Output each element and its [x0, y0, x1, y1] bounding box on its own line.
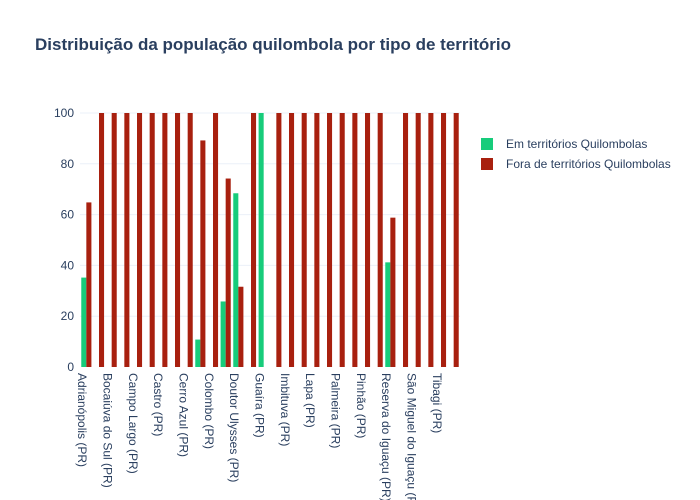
bar[interactable]	[111, 113, 117, 367]
x-tick-label: São Miguel do Iguaçu (PR)	[404, 373, 418, 500]
x-tick-label: Reserva do Iguaçu (PR)	[379, 373, 393, 500]
chart-title: Distribuição da população quilombola por…	[35, 35, 511, 54]
legend-swatch[interactable]	[481, 158, 493, 170]
bar[interactable]	[187, 113, 193, 367]
x-tick-label: Castro (PR)	[151, 373, 165, 436]
legend-label[interactable]: Fora de territórios Quilombolas	[506, 157, 671, 171]
x-tick-label: Pinhão (PR)	[354, 373, 368, 438]
x-tick-label: Palmeira (PR)	[328, 373, 342, 448]
bar[interactable]	[276, 113, 282, 367]
y-tick-label: 40	[61, 258, 75, 272]
bar[interactable]	[149, 113, 155, 367]
y-tick-label: 100	[54, 106, 74, 120]
bar[interactable]	[238, 286, 244, 367]
bar[interactable]	[441, 113, 447, 367]
y-tick-label: 0	[67, 360, 74, 374]
bar[interactable]	[415, 113, 421, 367]
bar[interactable]	[390, 217, 396, 367]
bar[interactable]	[385, 262, 391, 367]
bar[interactable]	[137, 113, 143, 367]
bar[interactable]	[314, 113, 320, 367]
x-tick-label: Campo Largo (PR)	[126, 373, 140, 474]
bar[interactable]	[175, 113, 181, 367]
bar[interactable]	[377, 113, 383, 367]
bar[interactable]	[251, 113, 257, 367]
bar[interactable]	[327, 113, 333, 367]
bar[interactable]	[428, 113, 434, 367]
bar[interactable]	[195, 339, 201, 367]
x-tick-label: Adrianópolis (PR)	[75, 373, 89, 467]
bar[interactable]	[453, 113, 459, 367]
bar[interactable]	[403, 113, 409, 367]
x-tick-label: Cerro Azul (PR)	[176, 373, 190, 457]
legend-swatch[interactable]	[481, 138, 493, 150]
bar[interactable]	[81, 277, 87, 367]
bar[interactable]	[301, 113, 307, 367]
x-tick-labels: Adrianópolis (PR) Bocaiúva do Sul (PR) Cam…	[75, 373, 444, 500]
bar[interactable]	[352, 113, 358, 367]
bar[interactable]	[365, 113, 371, 367]
x-tick-label: Doutor Ulysses (PR)	[227, 373, 241, 482]
x-tick-label: Tibagi (PR)	[430, 373, 444, 433]
y-tick-label: 20	[61, 309, 75, 323]
bar[interactable]	[162, 113, 168, 367]
x-tick-label: Lapa (PR)	[303, 373, 317, 428]
bar[interactable]	[258, 113, 264, 367]
y-tick-label: 60	[61, 208, 75, 222]
bar[interactable]	[200, 140, 206, 367]
x-tick-label: Imbituva (PR)	[278, 373, 292, 446]
y-tick-label: 80	[61, 157, 75, 171]
grid-lines	[80, 112, 460, 317]
bar[interactable]	[339, 113, 345, 367]
bar[interactable]	[220, 301, 226, 367]
bar[interactable]	[225, 178, 231, 367]
bar[interactable]	[99, 113, 105, 367]
bar[interactable]	[233, 193, 239, 367]
legend-label[interactable]: Em territórios Quilombolas	[506, 137, 647, 151]
legend[interactable]: Em territórios Quilombolas Fora de territ…	[481, 137, 671, 171]
x-tick-label: Colombo (PR)	[202, 373, 216, 449]
bar[interactable]	[213, 113, 219, 367]
x-tick-label: Guaíra (PR)	[252, 373, 266, 438]
bar[interactable]	[124, 113, 130, 367]
bars	[81, 113, 459, 367]
bar[interactable]	[289, 113, 295, 367]
y-tick-labels: 0 20 40 60 80 100	[54, 106, 74, 374]
x-tick-label: Bocaiúva do Sul (PR)	[100, 373, 114, 488]
bar[interactable]	[86, 202, 92, 367]
